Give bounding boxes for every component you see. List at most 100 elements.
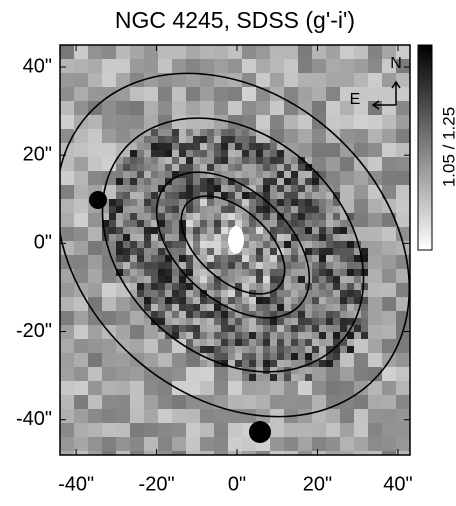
map-cell xyxy=(249,283,257,291)
map-cell xyxy=(123,241,131,249)
map-cell xyxy=(312,73,327,88)
map-cell xyxy=(396,367,411,382)
map-cell xyxy=(60,227,75,242)
map-cell xyxy=(214,206,222,214)
map-cell xyxy=(277,164,285,172)
map-cell xyxy=(228,395,243,410)
map-cell xyxy=(347,283,355,291)
map-cell xyxy=(158,311,166,319)
map-cell xyxy=(88,255,103,270)
map-cell xyxy=(137,206,145,214)
map-cell xyxy=(165,262,173,270)
map-cell xyxy=(368,395,383,410)
map-cell xyxy=(221,143,229,151)
map-cell xyxy=(242,269,250,277)
map-cell xyxy=(207,213,215,221)
map-cell xyxy=(214,437,229,452)
map-cell xyxy=(326,311,334,319)
map-cell xyxy=(249,227,257,235)
map-cell xyxy=(179,213,187,221)
map-cell xyxy=(256,157,264,165)
map-cell xyxy=(130,437,145,452)
map-cell xyxy=(242,157,250,165)
map-cell xyxy=(382,143,397,158)
map-cell xyxy=(74,185,89,200)
map-cell xyxy=(123,227,131,235)
map-cell xyxy=(361,311,369,319)
map-cell xyxy=(214,318,222,326)
map-cell xyxy=(340,262,348,270)
map-cell xyxy=(179,143,187,151)
map-cell xyxy=(382,395,397,410)
map-cell xyxy=(305,332,313,340)
map-cell xyxy=(284,381,299,396)
map-cell xyxy=(221,262,229,270)
map-cell xyxy=(298,220,306,228)
map-cell xyxy=(172,59,187,74)
map-cell xyxy=(200,199,208,207)
map-cell xyxy=(368,325,383,340)
map-cell xyxy=(172,227,180,235)
map-cell xyxy=(172,192,180,200)
map-cell xyxy=(263,374,271,382)
map-cell xyxy=(200,318,208,326)
map-cell xyxy=(74,395,89,410)
map-cell xyxy=(116,451,131,466)
map-cell xyxy=(347,269,355,277)
map-cell xyxy=(102,353,117,368)
map-cell xyxy=(158,248,166,256)
map-cell xyxy=(130,199,138,207)
map-cell xyxy=(88,325,103,340)
map-cell xyxy=(256,262,264,270)
map-cell xyxy=(298,262,306,270)
map-cell xyxy=(368,353,383,368)
map-cell xyxy=(88,367,103,382)
map-cell xyxy=(298,346,306,354)
map-cell xyxy=(137,143,145,151)
map-cell xyxy=(151,255,159,263)
map-cell xyxy=(326,199,334,207)
map-cell xyxy=(277,192,285,200)
map-cell xyxy=(130,220,138,228)
map-cell xyxy=(116,423,131,438)
map-cell xyxy=(354,185,369,200)
map-cell xyxy=(228,297,236,305)
map-cell xyxy=(165,220,173,228)
map-cell xyxy=(333,304,341,312)
map-cell xyxy=(228,206,236,214)
map-cell xyxy=(312,283,320,291)
map-cell xyxy=(249,164,257,172)
map-cell xyxy=(228,318,236,326)
map-cell xyxy=(130,381,145,396)
map-cell xyxy=(130,255,138,263)
map-cell xyxy=(165,199,173,207)
map-cell xyxy=(172,395,187,410)
map-cell xyxy=(242,164,250,172)
map-cell xyxy=(256,164,264,172)
map-cell xyxy=(144,115,159,130)
map-cell xyxy=(193,276,201,284)
map-cell xyxy=(172,248,180,256)
map-cell xyxy=(298,339,306,347)
map-cell xyxy=(221,227,229,235)
map-cell xyxy=(319,185,327,193)
map-cell xyxy=(347,241,355,249)
map-cell xyxy=(123,164,131,172)
map-cell xyxy=(186,59,201,74)
map-cell xyxy=(74,213,89,228)
map-cell xyxy=(333,290,341,298)
map-cell xyxy=(291,339,299,347)
map-cell xyxy=(277,220,285,228)
map-cell xyxy=(319,332,327,340)
map-cell xyxy=(382,297,397,312)
map-cell xyxy=(207,220,215,228)
map-cell xyxy=(319,220,327,228)
map-cell xyxy=(130,339,145,354)
map-cell xyxy=(193,234,201,242)
map-cell xyxy=(214,101,229,116)
map-cell xyxy=(172,276,180,284)
map-cell xyxy=(284,178,292,186)
map-cell xyxy=(305,192,313,200)
map-cell xyxy=(158,157,166,165)
map-cell xyxy=(270,157,278,165)
